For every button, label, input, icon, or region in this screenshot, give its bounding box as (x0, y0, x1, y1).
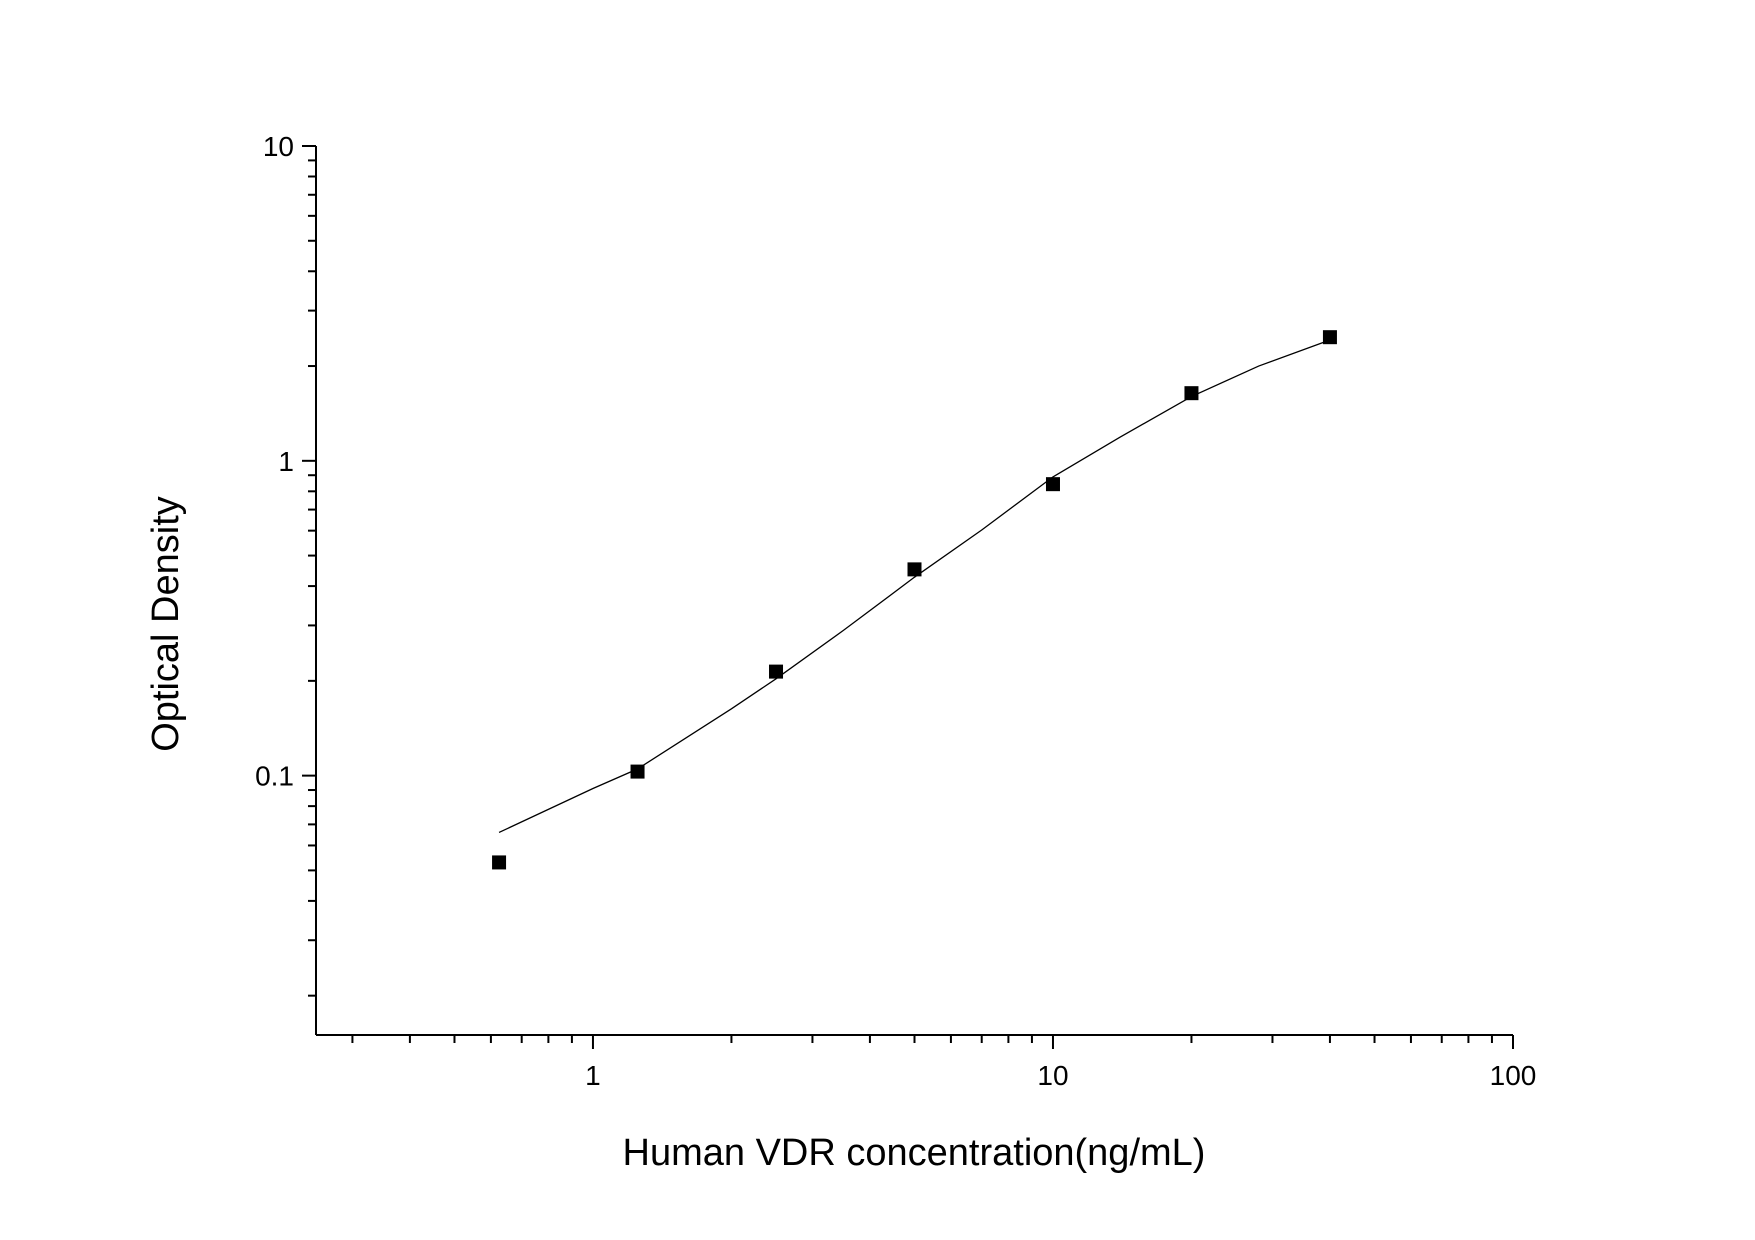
y-axis-title: Optical Density (145, 496, 187, 752)
data-points (492, 330, 1337, 870)
data-point (630, 764, 645, 779)
x-tick-label: 10 (1037, 1060, 1068, 1091)
data-point (1322, 330, 1337, 345)
y-tick-label: 1 (278, 446, 294, 477)
data-point (907, 562, 922, 577)
y-tick-label: 10 (263, 131, 294, 162)
axes (315, 146, 1513, 1036)
data-point (1184, 386, 1199, 401)
fit-curve-line (498, 339, 1331, 834)
data-point (492, 855, 507, 870)
data-point (769, 664, 784, 679)
x-axis-title: Human VDR concentration(ng/mL) (623, 1132, 1206, 1174)
y-tick-label: 0.1 (255, 761, 294, 792)
axis-ticks (302, 145, 1514, 1049)
x-tick-label: 1 (585, 1060, 601, 1091)
tick-labels: 1 10 100 0.1 1 10 (255, 131, 1536, 1091)
data-point (1045, 477, 1060, 492)
x-tick-label: 100 (1490, 1060, 1537, 1091)
